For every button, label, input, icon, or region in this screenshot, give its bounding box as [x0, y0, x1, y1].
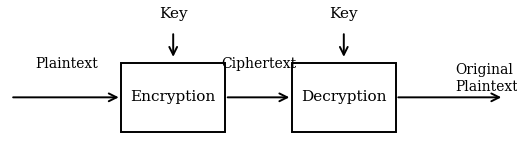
Bar — [121, 63, 225, 132]
Text: Original
Plaintext: Original Plaintext — [455, 63, 517, 94]
Text: Key: Key — [329, 7, 358, 21]
Bar — [292, 63, 396, 132]
Text: Decryption: Decryption — [301, 90, 387, 104]
Text: Plaintext: Plaintext — [35, 57, 98, 71]
Text: Key: Key — [159, 7, 188, 21]
Text: Encryption: Encryption — [131, 90, 216, 104]
Text: Ciphertext: Ciphertext — [221, 57, 296, 71]
